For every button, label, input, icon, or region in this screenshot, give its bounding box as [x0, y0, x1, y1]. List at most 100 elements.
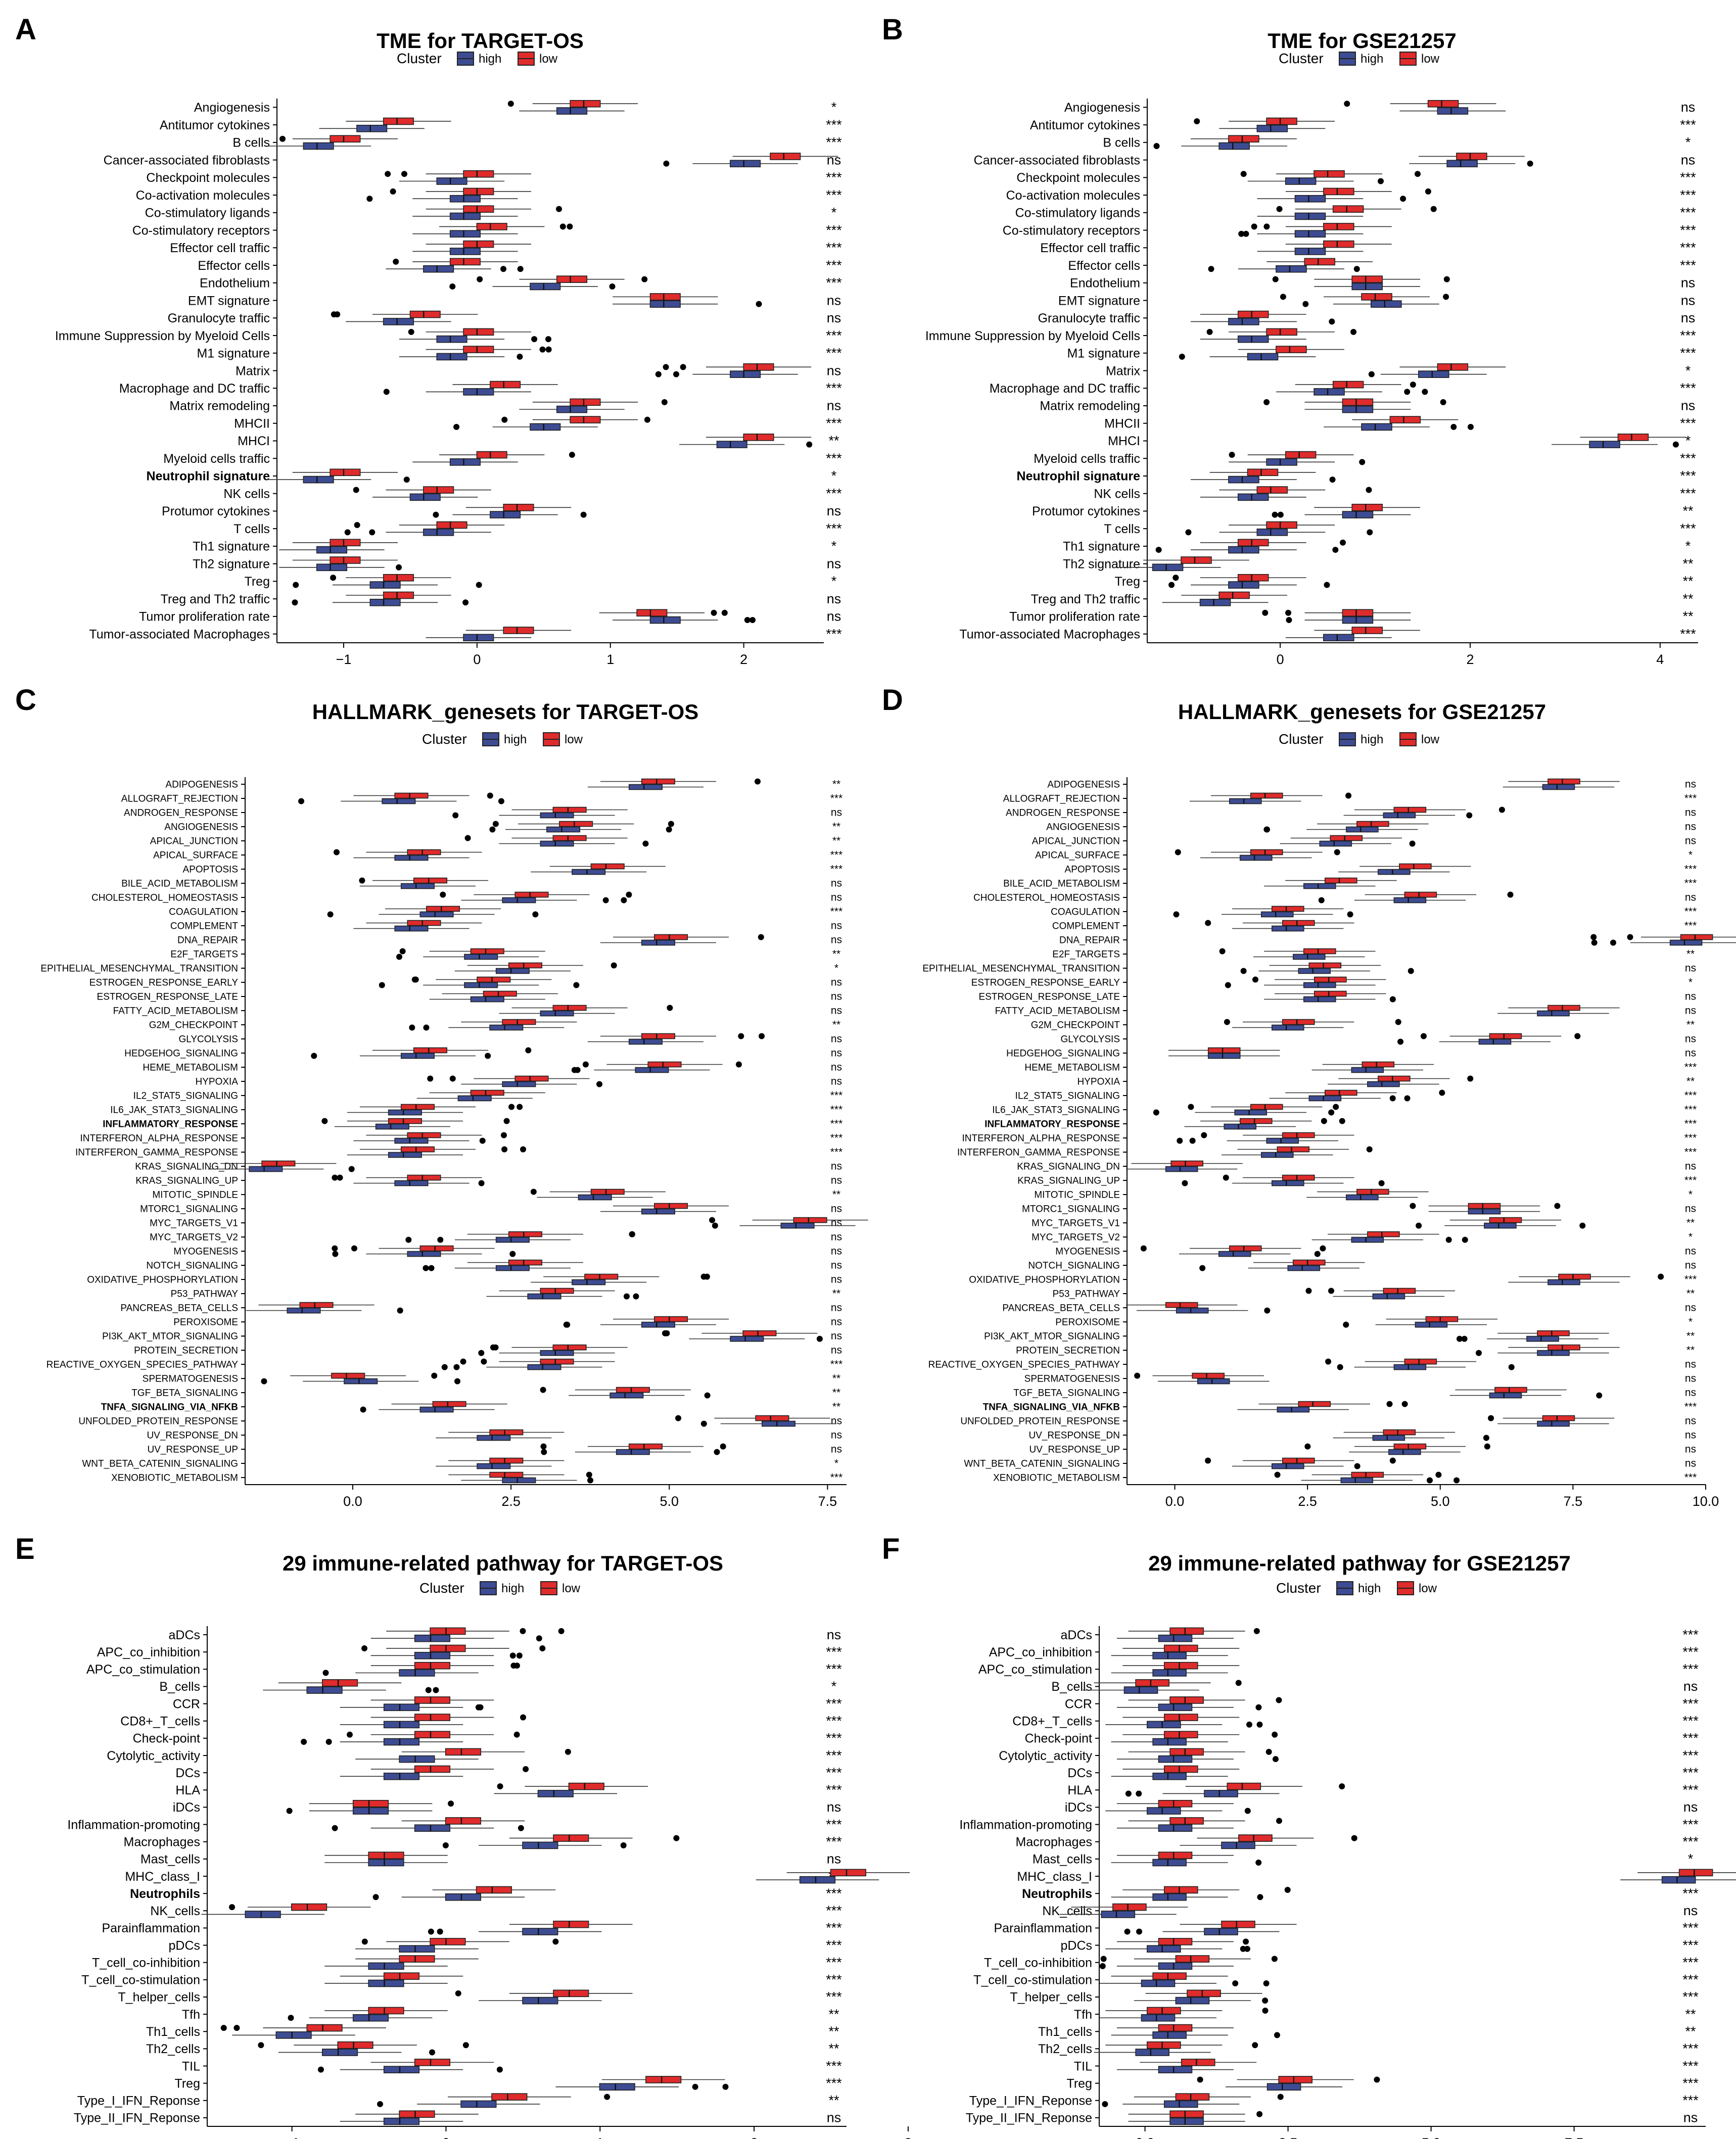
outlier-point	[311, 1053, 317, 1059]
outlier-point	[1435, 1471, 1442, 1478]
outlier-point	[1466, 812, 1473, 819]
outlier-point	[489, 826, 496, 833]
box-low	[540, 1443, 726, 1450]
box-body	[508, 1231, 542, 1238]
box-body	[1678, 1869, 1713, 1877]
category-label: Type_I_IFN_Reponse	[969, 2094, 1092, 2108]
outlier-point	[233, 2025, 240, 2031]
category-label: HLA	[175, 1783, 200, 1797]
significance-label: ns	[1683, 1679, 1698, 1694]
box-body	[1169, 1817, 1204, 1825]
outlier-point	[427, 1075, 434, 1082]
box-body	[1294, 212, 1326, 220]
significance-label: ***	[1682, 1972, 1699, 1987]
row-t-helper-cells: T_helper_cells ***	[118, 1989, 842, 2005]
row-protumor-cytokines: Protumor cytokines **	[1032, 503, 1694, 518]
box-body	[1276, 265, 1307, 273]
row-androgen-response: ANDROGEN_RESPONSE ns	[124, 807, 842, 819]
box-body	[1169, 1696, 1204, 1704]
category-label: COMPLEMENT	[170, 921, 238, 932]
outlier-point	[399, 948, 406, 955]
legend-title: Cluster	[1279, 731, 1324, 747]
category-label: Tumor proliferation rate	[1009, 610, 1140, 624]
category-label: MTORC1_SIGNALING	[1022, 1204, 1120, 1215]
box-body	[636, 609, 668, 617]
box-low	[448, 2093, 611, 2101]
category-label: INTERFERON_GAMMA_RESPONSE	[957, 1148, 1120, 1158]
significance-label: ***	[1684, 1274, 1697, 1286]
box-body	[414, 1824, 451, 1832]
box-high	[353, 854, 470, 861]
x-tick-label: 7.5	[1565, 2135, 1584, 2139]
significance-label: ***	[1682, 1955, 1699, 1970]
box-low	[499, 1288, 615, 1294]
outlier-point	[1102, 2101, 1108, 2107]
box-body	[546, 826, 581, 833]
row-nk-cells: NK_cells ***	[150, 1903, 842, 1918]
box-body	[321, 1679, 358, 1687]
outlier-point	[1246, 1721, 1252, 1728]
box-low	[401, 1817, 525, 1825]
box-low	[1197, 2076, 1380, 2083]
outlier-point	[507, 101, 514, 107]
outlier-point	[1488, 1415, 1494, 1421]
outlier-point	[423, 1024, 430, 1031]
row-il2-stat5-signaling: IL2_STAT5_SIGNALING ***	[133, 1090, 843, 1102]
box-low	[663, 363, 812, 371]
category-label: EMT signature	[1058, 294, 1140, 308]
box-high	[1153, 142, 1288, 150]
box-body	[369, 581, 401, 589]
box-low	[278, 1679, 402, 1687]
box-body	[1325, 877, 1357, 884]
box-body	[400, 1104, 435, 1110]
row-type-ii-ifn-reponse: Type_II_IFN_Reponse ns	[74, 2110, 841, 2125]
outlier-point	[1238, 230, 1245, 237]
category-label: NK_cells	[150, 1904, 200, 1918]
outlier-point	[453, 423, 460, 430]
box-low	[1122, 1644, 1240, 1652]
outlier-point	[411, 976, 418, 983]
box-high	[372, 493, 478, 501]
significance-label: ***	[830, 1472, 843, 1484]
outlier-point	[298, 798, 305, 804]
outlier-point	[492, 821, 499, 827]
significance-label: ***	[826, 1782, 842, 1797]
outlier-point	[1461, 1336, 1468, 1342]
box-high	[499, 1010, 615, 1017]
box-body	[1237, 539, 1269, 547]
box-body	[742, 1330, 777, 1337]
box-low	[1134, 1372, 1264, 1379]
significance-label: **	[1686, 1288, 1695, 1300]
outlier-point	[700, 1273, 707, 1280]
significance-label: ns	[831, 1062, 842, 1073]
row-macrophage-and-dc-traffic: Macrophage and DC traffic ***	[990, 381, 1697, 396]
box-body	[483, 990, 517, 997]
box-body	[1135, 2049, 1169, 2056]
outlier-point	[385, 171, 391, 177]
significance-label: ns	[1685, 892, 1696, 904]
box-body	[1313, 388, 1345, 396]
box-high	[1111, 2031, 1280, 2039]
x-tick-label: 4	[1656, 652, 1664, 667]
outlier-point	[437, 1928, 443, 1935]
significance-label: *	[1688, 1316, 1693, 1328]
box-body	[449, 230, 481, 238]
outlier-point	[1467, 423, 1474, 430]
chart-title: TME for GSE21257	[1268, 29, 1456, 53]
outlier-point	[704, 1392, 711, 1399]
category-label: HEDGEHOG_SIGNALING	[1006, 1049, 1120, 1059]
significance-label: ns	[827, 609, 841, 624]
box-low	[1237, 1146, 1373, 1153]
box-low	[330, 574, 451, 582]
significance-label: ***	[826, 1748, 842, 1763]
outlier-point	[1389, 996, 1396, 1003]
box-body	[464, 982, 498, 988]
box-body	[522, 1928, 558, 1935]
outlier-point	[452, 812, 459, 819]
box-high	[600, 1208, 717, 1215]
box-low	[1285, 240, 1392, 248]
row-dcs: DCs ***	[1067, 1765, 1699, 1780]
box-body	[540, 812, 574, 819]
significance-label: ns	[1681, 152, 1696, 167]
row-pancreas-beta-cells: PANCREAS_BETA_CELLS ns	[1002, 1302, 1696, 1314]
